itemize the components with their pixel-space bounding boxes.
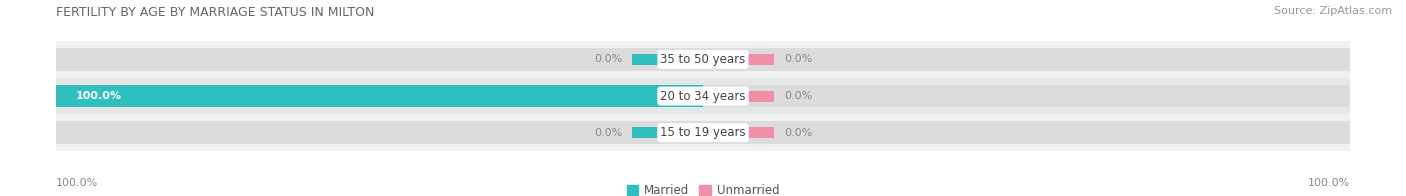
Text: 20 to 34 years: 20 to 34 years <box>661 90 745 103</box>
Bar <box>56 78 1350 114</box>
Text: 0.0%: 0.0% <box>785 91 813 101</box>
Text: Source: ZipAtlas.com: Source: ZipAtlas.com <box>1274 6 1392 16</box>
Bar <box>631 127 661 138</box>
Text: 15 to 19 years: 15 to 19 years <box>661 126 745 139</box>
Bar <box>745 91 775 102</box>
Text: 100.0%: 100.0% <box>1308 178 1350 188</box>
Text: 0.0%: 0.0% <box>785 128 813 138</box>
Bar <box>56 48 1350 71</box>
Bar <box>56 85 1350 107</box>
Bar <box>56 121 1350 144</box>
Bar <box>745 127 775 138</box>
Bar <box>631 54 661 65</box>
Text: 100.0%: 100.0% <box>76 91 122 101</box>
Text: 35 to 50 years: 35 to 50 years <box>661 53 745 66</box>
Bar <box>745 54 775 65</box>
Legend: Married, Unmarried: Married, Unmarried <box>621 179 785 196</box>
Text: 0.0%: 0.0% <box>785 54 813 64</box>
Bar <box>56 114 1350 151</box>
Text: FERTILITY BY AGE BY MARRIAGE STATUS IN MILTON: FERTILITY BY AGE BY MARRIAGE STATUS IN M… <box>56 6 374 19</box>
Text: 100.0%: 100.0% <box>56 178 98 188</box>
Bar <box>56 41 1350 78</box>
Bar <box>631 91 661 102</box>
Bar <box>56 85 703 107</box>
Text: 0.0%: 0.0% <box>593 54 623 64</box>
Text: 0.0%: 0.0% <box>593 128 623 138</box>
